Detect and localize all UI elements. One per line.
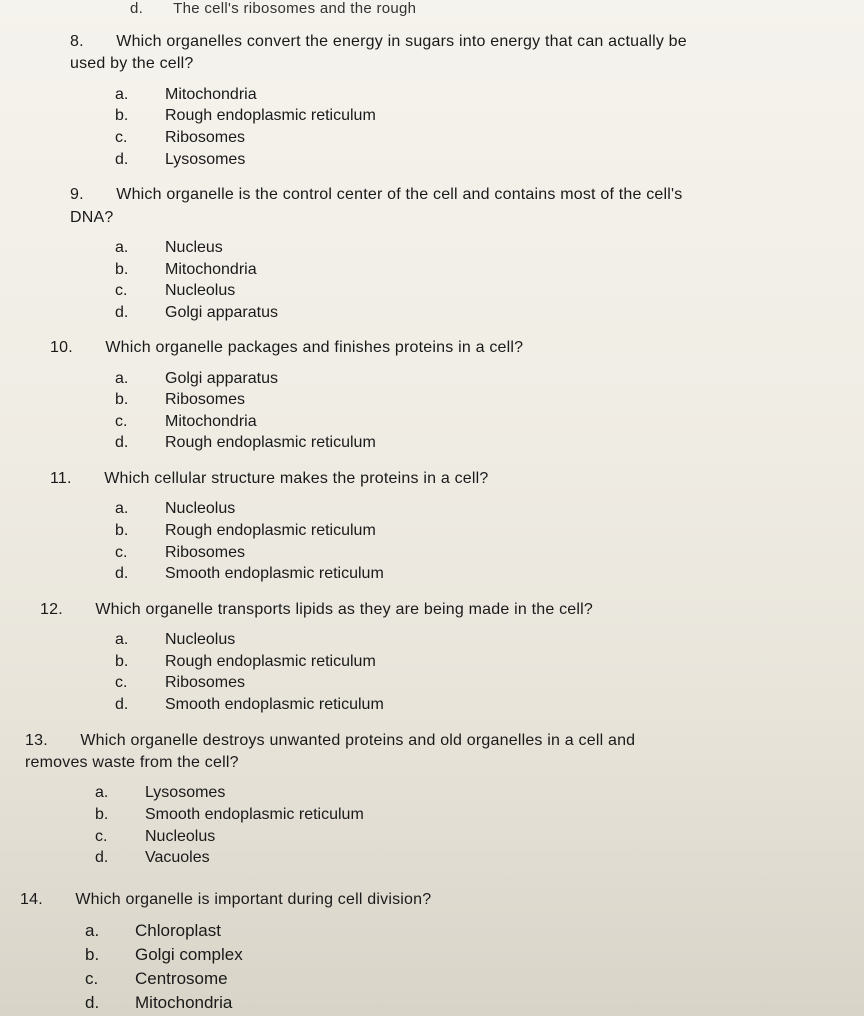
partial-previous-line: d.The cell's ribosomes and the rough bbox=[130, 0, 844, 17]
question-text: 11. Which cellular structure makes the p… bbox=[50, 468, 844, 490]
question-text: 10. Which organelle packages and finishe… bbox=[50, 337, 844, 359]
question-text: 14. Which organelle is important during … bbox=[20, 889, 844, 911]
question-line1: Which organelle is important during cell… bbox=[75, 891, 431, 908]
question-text: 9. Which organelle is the control center… bbox=[70, 184, 844, 229]
option-d: d.Smooth endoplasmic reticulum bbox=[115, 694, 844, 716]
question-line1: Which organelle packages and finishes pr… bbox=[105, 339, 523, 356]
option-c: c.Ribosomes bbox=[115, 127, 844, 149]
option-a: a.Chloroplast bbox=[85, 919, 844, 943]
option-d: d.Rough endoplasmic reticulum bbox=[115, 432, 844, 454]
option-b: b.Rough endoplasmic reticulum bbox=[115, 520, 844, 542]
question-text: 12. Which organelle transports lipids as… bbox=[40, 599, 844, 621]
option-a: a.Nucleolus bbox=[115, 498, 844, 520]
option-b: b.Smooth endoplasmic reticulum bbox=[95, 804, 844, 826]
option-a: a.Mitochondria bbox=[115, 84, 844, 106]
options-list: a.Nucleus b.Mitochondria c.Nucleolus d.G… bbox=[115, 237, 844, 323]
question-number: 13. bbox=[25, 730, 48, 752]
option-d: d.Mitochondria bbox=[85, 991, 844, 1015]
question-number: 11. bbox=[50, 468, 72, 490]
option-d: d.Vacuoles bbox=[95, 847, 844, 869]
options-list: a.Nucleolus b.Rough endoplasmic reticulu… bbox=[115, 629, 844, 715]
question-line1: Which cellular structure makes the prote… bbox=[104, 470, 488, 487]
question-number: 12. bbox=[40, 599, 63, 621]
question-line1: Which organelles convert the energy in s… bbox=[116, 33, 687, 50]
options-list: a.Golgi apparatus b.Ribosomes c.Mitochon… bbox=[115, 368, 844, 454]
question-number: 9. bbox=[70, 184, 84, 206]
options-list: a.Nucleolus b.Rough endoplasmic reticulu… bbox=[115, 498, 844, 584]
question-line2: used by the cell? bbox=[70, 53, 844, 75]
option-a: a.Nucleolus bbox=[115, 629, 844, 651]
option-c: c.Nucleolus bbox=[95, 826, 844, 848]
option-c: c.Ribosomes bbox=[115, 542, 844, 564]
question-13: 13. Which organelle destroys unwanted pr… bbox=[20, 730, 844, 869]
question-line2: removes waste from the cell? bbox=[25, 752, 844, 774]
question-8: 8. Which organelles convert the energy i… bbox=[20, 31, 844, 170]
options-list: a.Lysosomes b.Smooth endoplasmic reticul… bbox=[95, 782, 844, 868]
option-c: c.Mitochondria bbox=[115, 411, 844, 433]
option-d: d.Lysosomes bbox=[115, 149, 844, 171]
option-d: d.Golgi apparatus bbox=[115, 302, 844, 324]
question-12: 12. Which organelle transports lipids as… bbox=[20, 599, 844, 716]
question-line1: Which organelle transports lipids as the… bbox=[95, 601, 593, 618]
options-list: a.Chloroplast b.Golgi complex c.Centroso… bbox=[85, 919, 844, 1014]
question-line1: Which organelle is the control center of… bbox=[116, 186, 682, 203]
question-10: 10. Which organelle packages and finishe… bbox=[20, 337, 844, 454]
question-11: 11. Which cellular structure makes the p… bbox=[20, 468, 844, 585]
option-c: c.Nucleolus bbox=[115, 280, 844, 302]
option-c: c.Ribosomes bbox=[115, 672, 844, 694]
question-text: 8. Which organelles convert the energy i… bbox=[70, 31, 844, 76]
question-14: 14. Which organelle is important during … bbox=[20, 889, 844, 1015]
option-a: a.Nucleus bbox=[115, 237, 844, 259]
options-list: a.Mitochondria b.Rough endoplasmic retic… bbox=[115, 84, 844, 170]
question-number: 14. bbox=[20, 889, 43, 911]
option-b: b.Rough endoplasmic reticulum bbox=[115, 651, 844, 673]
option-d: d.Smooth endoplasmic reticulum bbox=[115, 563, 844, 585]
question-9: 9. Which organelle is the control center… bbox=[20, 184, 844, 323]
option-b: b.Golgi complex bbox=[85, 943, 844, 967]
option-b: b.Mitochondria bbox=[115, 259, 844, 281]
worksheet-page: d.The cell's ribosomes and the rough 8. … bbox=[20, 0, 844, 1014]
option-a: a.Golgi apparatus bbox=[115, 368, 844, 390]
option-c: c.Centrosome bbox=[85, 967, 844, 991]
question-number: 10. bbox=[50, 337, 73, 359]
option-b: b.Rough endoplasmic reticulum bbox=[115, 105, 844, 127]
question-number: 8. bbox=[70, 31, 84, 53]
question-line1: Which organelle destroys unwanted protei… bbox=[80, 732, 635, 749]
option-a: a.Lysosomes bbox=[95, 782, 844, 804]
question-line2: DNA? bbox=[70, 207, 844, 229]
question-text: 13. Which organelle destroys unwanted pr… bbox=[25, 730, 844, 775]
option-b: b.Ribosomes bbox=[115, 389, 844, 411]
